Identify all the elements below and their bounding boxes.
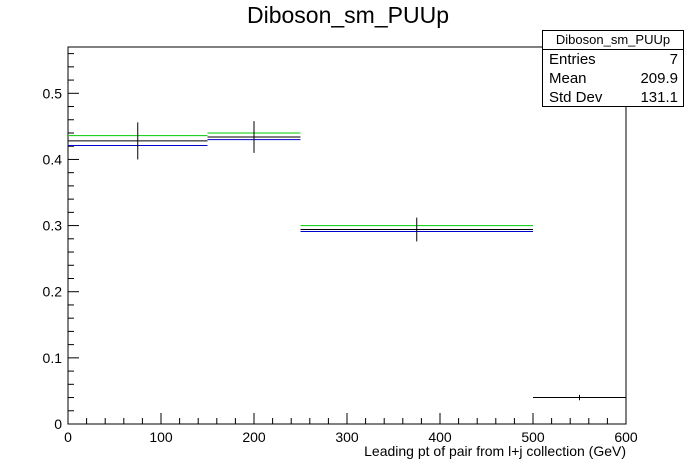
y-tick-label: 0.3 — [43, 218, 63, 234]
stats-mean-row: Mean 209.9 — [543, 69, 683, 88]
x-tick-label: 500 — [521, 429, 545, 445]
stats-entries-value: 7 — [669, 51, 678, 68]
x-axis-label: Leading pt of pair from l+j collection (… — [364, 443, 626, 459]
chart-title: Diboson_sm_PUUp — [247, 2, 449, 28]
stats-stddev-row: Std Dev 131.1 — [543, 88, 683, 107]
stats-stddev-label: Std Dev — [549, 89, 603, 106]
stats-mean-value: 209.9 — [640, 70, 678, 87]
x-tick-label: 300 — [335, 429, 359, 445]
y-tick-label: 0.4 — [43, 151, 63, 167]
y-tick-label: 0.1 — [43, 350, 63, 366]
x-tick-label: 200 — [242, 429, 266, 445]
stats-box: Diboson_sm_PUUp Entries 7 Mean 209.9 Std… — [542, 30, 684, 107]
x-tick-label: 400 — [428, 429, 452, 445]
stats-entries-row: Entries 7 — [543, 50, 683, 69]
stats-mean-label: Mean — [549, 70, 587, 87]
stats-title: Diboson_sm_PUUp — [543, 31, 683, 50]
y-tick-label: 0.5 — [43, 85, 63, 101]
x-tick-label: 600 — [614, 429, 638, 445]
y-tick-label: 0.2 — [43, 284, 63, 300]
stats-entries-label: Entries — [549, 51, 596, 68]
y-tick-label: 0 — [54, 416, 62, 432]
x-tick-label: 0 — [64, 429, 72, 445]
stats-stddev-value: 131.1 — [640, 89, 678, 106]
x-tick-label: 100 — [149, 429, 173, 445]
